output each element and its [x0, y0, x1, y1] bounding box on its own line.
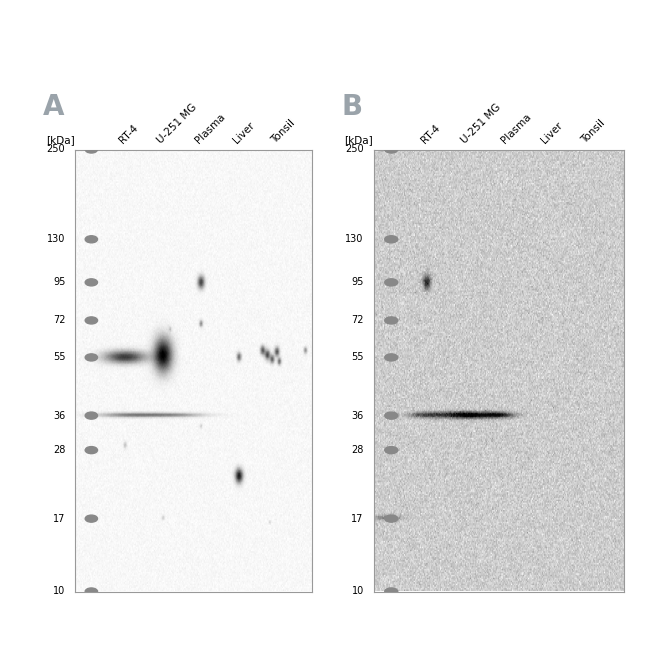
Text: 95: 95: [352, 278, 364, 287]
Ellipse shape: [85, 279, 98, 286]
Ellipse shape: [85, 447, 98, 454]
Text: RT-4: RT-4: [118, 122, 140, 145]
Text: B: B: [342, 93, 363, 122]
Text: 10: 10: [53, 586, 65, 597]
Ellipse shape: [385, 236, 398, 243]
Text: 55: 55: [53, 352, 65, 363]
Text: 28: 28: [53, 445, 65, 455]
Text: 95: 95: [53, 278, 65, 287]
Ellipse shape: [85, 354, 98, 361]
Text: Plasma: Plasma: [194, 111, 227, 145]
Text: 10: 10: [352, 586, 364, 597]
Ellipse shape: [385, 317, 398, 324]
Text: 250: 250: [345, 144, 364, 155]
Text: 72: 72: [351, 315, 364, 326]
Text: 36: 36: [352, 411, 364, 421]
Text: [kDa]: [kDa]: [46, 135, 75, 145]
Text: 36: 36: [53, 411, 65, 421]
Ellipse shape: [385, 447, 398, 454]
Ellipse shape: [85, 515, 98, 522]
Text: RT-4: RT-4: [419, 122, 442, 145]
Ellipse shape: [385, 515, 398, 522]
Text: 55: 55: [351, 352, 364, 363]
Text: 130: 130: [345, 234, 364, 244]
Text: Tonsil: Tonsil: [269, 118, 297, 145]
Text: 130: 130: [47, 234, 65, 244]
Text: 17: 17: [352, 514, 364, 524]
Ellipse shape: [85, 412, 98, 419]
Text: Liver: Liver: [540, 120, 565, 145]
Text: 250: 250: [47, 144, 65, 155]
Text: U-251 MG: U-251 MG: [460, 101, 502, 145]
Ellipse shape: [385, 279, 398, 286]
Text: [kDa]: [kDa]: [344, 135, 372, 145]
Ellipse shape: [385, 588, 398, 595]
Text: U-251 MG: U-251 MG: [155, 101, 199, 145]
Ellipse shape: [385, 146, 398, 153]
Ellipse shape: [85, 146, 98, 153]
Ellipse shape: [85, 317, 98, 324]
Text: 17: 17: [53, 514, 65, 524]
Ellipse shape: [385, 354, 398, 361]
Ellipse shape: [385, 412, 398, 419]
Text: Plasma: Plasma: [499, 111, 533, 145]
Text: Tonsil: Tonsil: [579, 118, 607, 145]
Ellipse shape: [85, 236, 98, 243]
Ellipse shape: [85, 588, 98, 595]
Text: 28: 28: [352, 445, 364, 455]
Text: 72: 72: [53, 315, 65, 326]
Text: Liver: Liver: [231, 120, 257, 145]
Text: A: A: [42, 93, 64, 122]
